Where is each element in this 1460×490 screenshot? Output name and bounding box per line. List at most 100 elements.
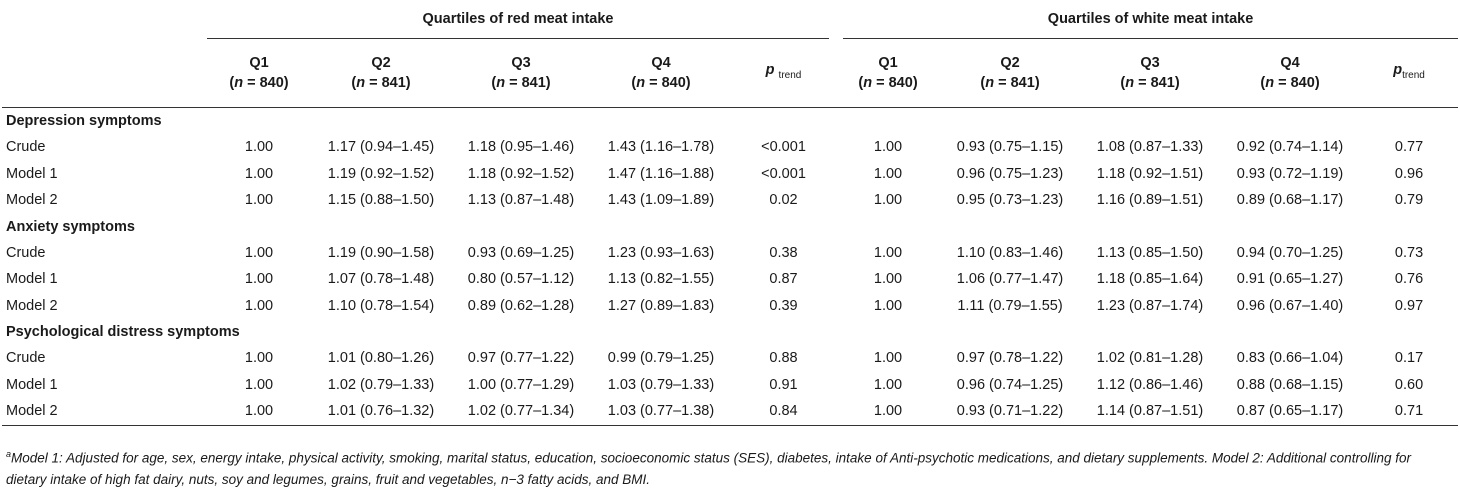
- cell: 1.00: [244, 139, 274, 156]
- table-row: Model 2 1.00 1.10 (0.78–1.54) 0.89 (0.62…: [2, 293, 1458, 320]
- cell: 0.84: [731, 398, 837, 426]
- row-label: Model 2: [6, 297, 58, 314]
- quartile-header-row: Q1 (n = 840) Q2 (n = 841) Q3 (n = 841) Q4 (n…: [2, 38, 1459, 108]
- table-row: Crude 1.00 1.01 (0.80–1.26) 0.97 (0.77–1…: [2, 345, 1458, 372]
- cell: 1.07 (0.78–1.48): [327, 271, 435, 288]
- table-row: Crude 1.00 1.17 (0.94–1.45) 1.18 (0.95–1…: [2, 134, 1458, 161]
- cell: 0.93 (0.75–1.15): [956, 139, 1064, 156]
- cell: 1.02 (0.81–1.28): [1096, 350, 1204, 367]
- cell: 0.87 (0.65–1.17): [1220, 398, 1361, 426]
- cell: 1.00: [836, 398, 941, 426]
- cell: 1.11 (0.79–1.55): [957, 297, 1063, 314]
- cell: 1.10 (0.83–1.46): [956, 244, 1064, 261]
- section-row: Anxiety symptoms: [2, 214, 1458, 240]
- cell: 1.06 (0.77–1.47): [956, 271, 1064, 288]
- cell: 1.43 (1.09–1.89): [607, 192, 715, 209]
- cell: 0.60: [1394, 376, 1424, 393]
- cell: 1.18 (0.92–1.51): [1096, 165, 1204, 182]
- cell: 1.15 (0.88–1.50): [327, 192, 435, 209]
- cell: 1.12 (0.86–1.46): [1096, 376, 1204, 393]
- cell: 1.03 (0.79–1.33): [607, 376, 715, 393]
- section-row: Depression symptoms: [2, 108, 1458, 135]
- table-footnote: aModel 1: Adjusted for age, sex, energy …: [6, 444, 1454, 490]
- table-row: Model 1 1.00 1.19 (0.92–1.52) 1.18 (0.92…: [2, 161, 1458, 188]
- cell: 0.99 (0.79–1.25): [607, 350, 715, 367]
- row-label: Model 1: [6, 165, 58, 182]
- cell: <0.001: [761, 165, 806, 182]
- red-q2-header: Q2 (n = 841): [311, 38, 451, 108]
- cell: 1.01 (0.76–1.32): [311, 398, 451, 426]
- row-label: Model 1: [6, 376, 58, 393]
- red-q3-header: Q3 (n = 841): [451, 38, 591, 108]
- cell: 0.89 (0.62–1.28): [467, 297, 575, 314]
- corner-cell: [2, 0, 207, 39]
- cell: 1.18 (0.92–1.52): [467, 165, 575, 182]
- footnote-text: Model 1: Adjusted for age, sex, energy i…: [6, 450, 1411, 487]
- cell: 1.00: [873, 165, 903, 182]
- cell: 0.97: [1394, 297, 1424, 314]
- cell: 0.73: [1394, 244, 1424, 261]
- cell: 0.87: [769, 271, 798, 288]
- table-row: Crude 1.00 1.19 (0.90–1.58) 0.93 (0.69–1…: [2, 240, 1458, 267]
- meat-intake-results-table: Quartiles of red meat intake Quartiles o…: [2, 0, 1459, 426]
- white-q4-header: Q4 (n = 840): [1220, 38, 1361, 108]
- cell: 1.00: [244, 297, 274, 314]
- cell: 1.00: [873, 271, 903, 288]
- row-label: Crude: [6, 350, 46, 367]
- cell: 1.00: [873, 244, 903, 261]
- cell: 0.96 (0.74–1.25): [956, 376, 1064, 393]
- cell: 1.17 (0.94–1.45): [327, 139, 435, 156]
- cell: 0.96: [1394, 165, 1424, 182]
- cell: 1.18 (0.85–1.64): [1096, 271, 1204, 288]
- cell: 0.71: [1360, 398, 1459, 426]
- cell: 1.16 (0.89–1.51): [1096, 192, 1204, 209]
- table-row: Model 2 1.00 1.15 (0.88–1.50) 1.13 (0.87…: [2, 187, 1458, 214]
- cell: 0.76: [1394, 271, 1424, 288]
- cell: <0.001: [761, 139, 806, 156]
- cell: 0.89 (0.68–1.17): [1236, 192, 1344, 209]
- cell: 0.93 (0.72–1.19): [1236, 165, 1344, 182]
- cell: 0.83 (0.66–1.04): [1236, 350, 1344, 367]
- cell: 1.13 (0.82–1.55): [607, 271, 715, 288]
- cell: 1.00: [873, 350, 903, 367]
- cell: 1.10 (0.78–1.54): [327, 297, 435, 314]
- cell: 1.13 (0.87–1.48): [467, 192, 575, 209]
- cell: 1.00: [244, 376, 274, 393]
- cell: 0.94 (0.70–1.25): [1236, 244, 1344, 261]
- cell: 0.80 (0.57–1.12): [467, 271, 575, 288]
- row-label: Model 1: [6, 271, 58, 288]
- group-header-row: Quartiles of red meat intake Quartiles o…: [2, 0, 1459, 39]
- cell: 1.00: [873, 192, 903, 209]
- cell: 1.14 (0.87–1.51): [1080, 398, 1221, 426]
- cell: 1.08 (0.87–1.33): [1096, 139, 1204, 156]
- cell: 1.01 (0.80–1.26): [327, 350, 435, 367]
- cell: 1.00: [873, 139, 903, 156]
- white-q2-header: Q2 (n = 841): [940, 38, 1081, 108]
- cell: 1.02 (0.79–1.33): [327, 376, 435, 393]
- red-q1-header: Q1 (n = 840): [207, 38, 311, 108]
- cell: 1.19 (0.92–1.52): [327, 165, 435, 182]
- section-title: Depression symptoms: [6, 113, 162, 129]
- white-q3-header: Q3 (n = 841): [1080, 38, 1221, 108]
- cell: 1.00: [873, 376, 903, 393]
- red-ptrend-header: p trend: [731, 38, 837, 108]
- cell: 0.96 (0.67–1.40): [1236, 297, 1344, 314]
- cell: 0.95 (0.73–1.23): [956, 192, 1064, 209]
- cell: 1.13 (0.85–1.50): [1096, 244, 1204, 261]
- cell: 0.88 (0.68–1.15): [1236, 376, 1344, 393]
- cell: 0.93 (0.71–1.22): [940, 398, 1081, 426]
- red-meat-group-header: Quartiles of red meat intake: [207, 0, 837, 39]
- cell: 0.77: [1394, 139, 1424, 156]
- footnote-marker: a: [6, 449, 12, 459]
- cell: 1.47 (1.16–1.88): [607, 165, 715, 182]
- cell: 1.00: [873, 297, 903, 314]
- cell: 0.91 (0.65–1.27): [1236, 271, 1344, 288]
- cell: 1.23 (0.87–1.74): [1096, 297, 1204, 314]
- cell: 1.00 (0.77–1.29): [467, 376, 575, 393]
- cell: 1.43 (1.16–1.78): [607, 139, 715, 156]
- cell: 1.18 (0.95–1.46): [467, 139, 575, 156]
- cell: 1.00: [244, 350, 274, 367]
- corner-cell: [2, 38, 207, 108]
- white-meat-group-header: Quartiles of white meat intake: [829, 0, 1459, 39]
